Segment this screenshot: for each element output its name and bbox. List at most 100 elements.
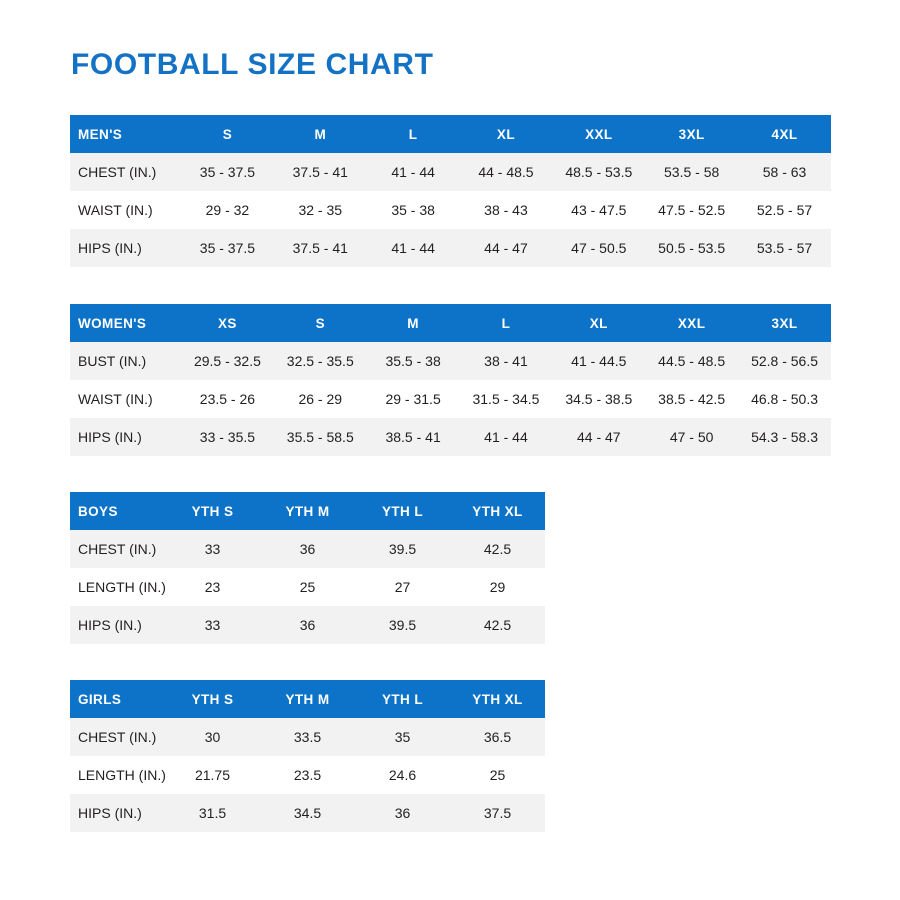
column-header-xl: XL: [552, 304, 646, 342]
boys-table-body: CHEST (IN.) 33 36 39.5 42.5 LENGTH (IN.) 23 25 2…: [70, 530, 545, 644]
measurement-cell: 42.5: [450, 606, 545, 644]
measurement-cell: 24.6: [355, 756, 450, 794]
measurement-cell: 35: [355, 718, 450, 756]
row-label: LENGTH (IN.): [70, 756, 165, 794]
measurement-cell: 42.5: [450, 530, 545, 568]
column-header-xxl: XXL: [645, 304, 739, 342]
row-label: HIPS (IN.): [70, 229, 181, 267]
table-row: WAIST (IN.) 29 - 32 32 - 35 35 - 38 38 - 43 4…: [70, 191, 831, 229]
mens-table-title: MEN'S: [70, 115, 181, 153]
measurement-cell: 44 - 47: [459, 229, 553, 267]
womens-table-body: BUST (IN.) 29.5 - 32.5 32.5 - 35.5 35.5 - 3…: [70, 342, 831, 456]
column-header-yth-m: YTH M: [260, 680, 355, 718]
measurement-cell: 50.5 - 53.5: [645, 229, 739, 267]
measurement-cell: 31.5 - 34.5: [459, 380, 553, 418]
measurement-cell: 38 - 43: [459, 191, 553, 229]
measurement-cell: 37.5 - 41: [273, 229, 367, 267]
measurement-cell: 53.5 - 57: [738, 229, 831, 267]
table-row: LENGTH (IN.) 21.75 23.5 24.6 25: [70, 756, 545, 794]
table-header-row: MEN'S S M L XL XXL 3XL 4XL: [70, 115, 831, 153]
measurement-cell: 39.5: [355, 606, 450, 644]
row-label: WAIST (IN.): [70, 380, 181, 418]
table-row: WAIST (IN.) 23.5 - 26 26 - 29 29 - 31.5 31.5…: [70, 380, 831, 418]
row-label: LENGTH (IN.): [70, 568, 165, 606]
measurement-cell: 33: [165, 530, 260, 568]
measurement-cell: 46.8 - 50.3: [738, 380, 831, 418]
measurement-cell: 47 - 50: [645, 418, 739, 456]
row-label: HIPS (IN.): [70, 418, 181, 456]
measurement-cell: 29 - 31.5: [366, 380, 460, 418]
measurement-cell: 33: [165, 606, 260, 644]
measurement-cell: 37.5: [450, 794, 545, 832]
measurement-cell: 27: [355, 568, 450, 606]
girls-table-title: GIRLS: [70, 680, 165, 718]
column-header-3xl: 3XL: [738, 304, 831, 342]
measurement-cell: 35 - 37.5: [181, 229, 274, 267]
row-label: HIPS (IN.): [70, 606, 165, 644]
column-header-yth-xl: YTH XL: [450, 492, 545, 530]
table-row: LENGTH (IN.) 23 25 27 29: [70, 568, 545, 606]
column-header-m: M: [366, 304, 460, 342]
measurement-cell: 52.8 - 56.5: [738, 342, 831, 380]
measurement-cell: 38.5 - 42.5: [645, 380, 739, 418]
measurement-cell: 53.5 - 58: [645, 153, 739, 191]
measurement-cell: 44 - 47: [552, 418, 646, 456]
measurement-cell: 37.5 - 41: [273, 153, 367, 191]
measurement-cell: 36: [260, 530, 355, 568]
column-header-yth-s: YTH S: [165, 680, 260, 718]
mens-table-body: CHEST (IN.) 35 - 37.5 37.5 - 41 41 - 44 44 -…: [70, 153, 831, 267]
measurement-cell: 47.5 - 52.5: [645, 191, 739, 229]
boys-size-table: BOYS YTH S YTH M YTH L YTH XL CHEST (IN.) 33 3…: [70, 492, 545, 644]
column-header-yth-l: YTH L: [355, 492, 450, 530]
table-row: BUST (IN.) 29.5 - 32.5 32.5 - 35.5 35.5 - 3…: [70, 342, 831, 380]
page-title: FOOTBALL SIZE CHART: [71, 48, 434, 81]
row-label: BUST (IN.): [70, 342, 181, 380]
mens-table-head: MEN'S S M L XL XXL 3XL 4XL: [70, 115, 831, 153]
womens-table-head: WOMEN'S XS S M L XL XXL 3XL: [70, 304, 831, 342]
table-row: CHEST (IN.) 33 36 39.5 42.5: [70, 530, 545, 568]
measurement-cell: 32.5 - 35.5: [273, 342, 367, 380]
measurement-cell: 39.5: [355, 530, 450, 568]
mens-size-table: MEN'S S M L XL XXL 3XL 4XL CHEST (IN.) 35 - 37.5…: [70, 115, 831, 267]
womens-size-table: WOMEN'S XS S M L XL XXL 3XL BUST (IN.) 29.5 - 32…: [70, 304, 831, 456]
measurement-cell: 52.5 - 57: [738, 191, 831, 229]
measurement-cell: 26 - 29: [273, 380, 367, 418]
row-label: CHEST (IN.): [70, 153, 181, 191]
measurement-cell: 43 - 47.5: [552, 191, 646, 229]
column-header-xl: XL: [459, 115, 553, 153]
boys-table-head: BOYS YTH S YTH M YTH L YTH XL: [70, 492, 545, 530]
measurement-cell: 29 - 32: [181, 191, 274, 229]
measurement-cell: 31.5: [165, 794, 260, 832]
measurement-cell: 34.5 - 38.5: [552, 380, 646, 418]
measurement-cell: 36: [260, 606, 355, 644]
measurement-cell: 32 - 35: [273, 191, 367, 229]
measurement-cell: 29.5 - 32.5: [181, 342, 274, 380]
column-header-3xl: 3XL: [645, 115, 739, 153]
measurement-cell: 25: [260, 568, 355, 606]
table-header-row: BOYS YTH S YTH M YTH L YTH XL: [70, 492, 545, 530]
table-header-row: GIRLS YTH S YTH M YTH L YTH XL: [70, 680, 545, 718]
table-row: CHEST (IN.) 35 - 37.5 37.5 - 41 41 - 44 44 -…: [70, 153, 831, 191]
column-header-4xl: 4XL: [738, 115, 831, 153]
measurement-cell: 44 - 48.5: [459, 153, 553, 191]
column-header-s: S: [273, 304, 367, 342]
table-row: HIPS (IN.) 33 - 35.5 35.5 - 58.5 38.5 - 41 4…: [70, 418, 831, 456]
measurement-cell: 36: [355, 794, 450, 832]
column-header-s: S: [181, 115, 274, 153]
row-label: CHEST (IN.): [70, 718, 165, 756]
measurement-cell: 41 - 44: [366, 153, 460, 191]
measurement-cell: 47 - 50.5: [552, 229, 646, 267]
table-header-row: WOMEN'S XS S M L XL XXL 3XL: [70, 304, 831, 342]
measurement-cell: 25: [450, 756, 545, 794]
measurement-cell: 54.3 - 58.3: [738, 418, 831, 456]
measurement-cell: 48.5 - 53.5: [552, 153, 646, 191]
measurement-cell: 35 - 37.5: [181, 153, 274, 191]
measurement-cell: 33.5: [260, 718, 355, 756]
row-label: WAIST (IN.): [70, 191, 181, 229]
column-header-yth-l: YTH L: [355, 680, 450, 718]
measurement-cell: 21.75: [165, 756, 260, 794]
table-row: HIPS (IN.) 31.5 34.5 36 37.5: [70, 794, 545, 832]
column-header-xxl: XXL: [552, 115, 646, 153]
measurement-cell: 23.5: [260, 756, 355, 794]
